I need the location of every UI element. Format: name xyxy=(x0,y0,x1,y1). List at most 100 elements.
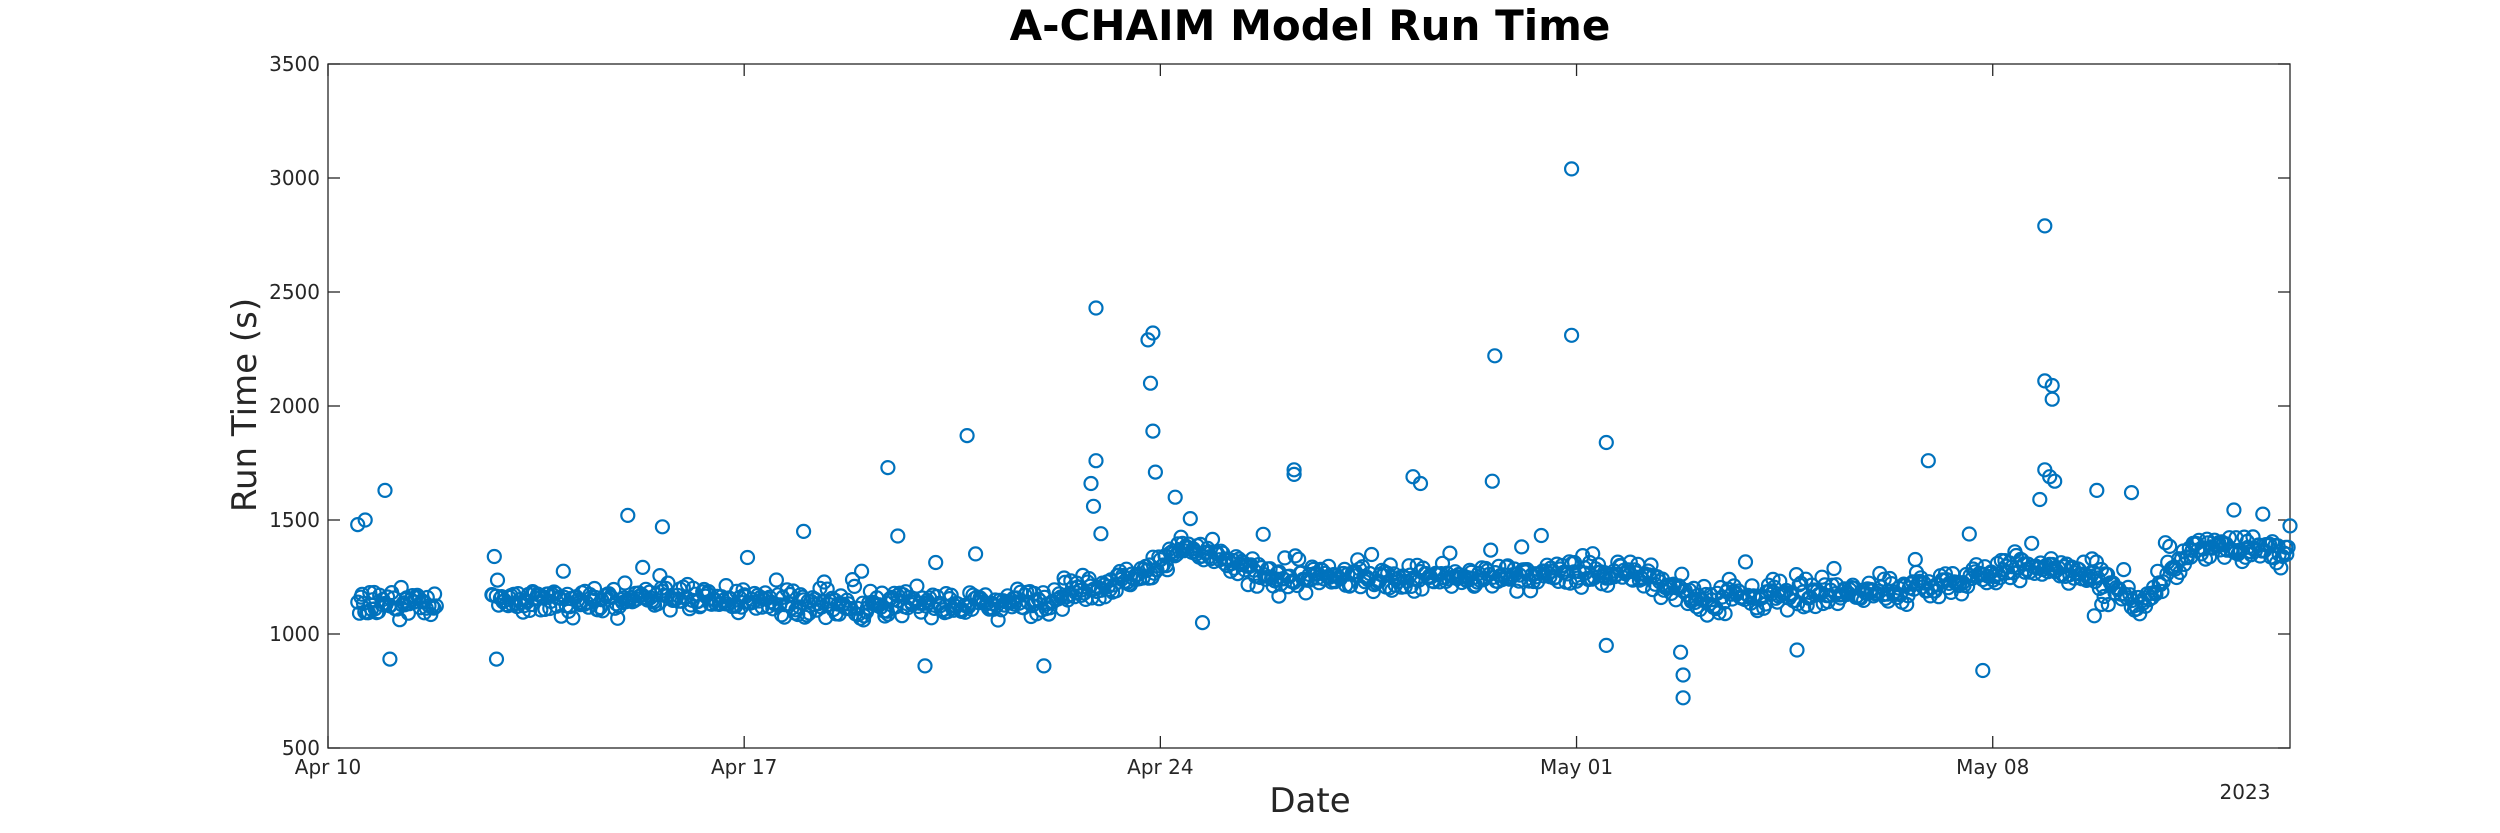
data-point xyxy=(768,572,785,588)
data-point xyxy=(844,571,861,588)
data-point xyxy=(1799,597,1815,613)
y-axis: 500 1000 1500 2000 2500 3000 3500 xyxy=(269,52,2290,760)
data-point xyxy=(2042,469,2058,485)
data-point xyxy=(2120,579,2136,596)
data-point xyxy=(1442,545,1458,561)
data-point xyxy=(411,589,427,606)
data-point xyxy=(1975,662,1991,679)
data-point xyxy=(2047,473,2063,489)
data-point xyxy=(1159,562,1176,578)
data-point xyxy=(428,598,444,614)
data-point xyxy=(1182,510,1198,527)
data-point xyxy=(1675,690,1691,706)
data-point xyxy=(2154,583,2170,600)
data-point xyxy=(1563,161,1580,177)
x-tick-label: Apr 10 xyxy=(295,755,361,779)
data-point xyxy=(1036,658,1052,674)
data-point xyxy=(2032,491,2048,508)
data-point xyxy=(1814,569,1830,585)
data-point xyxy=(2279,546,2295,562)
data-point xyxy=(1643,557,1659,573)
data-point xyxy=(1401,558,1417,574)
data-point xyxy=(486,548,502,565)
data-point xyxy=(606,581,622,598)
data-point xyxy=(2280,539,2296,555)
y-axis-label: Run Time (s) xyxy=(225,298,265,512)
data-point xyxy=(489,572,506,588)
data-point xyxy=(1083,475,1099,492)
data-point xyxy=(2100,596,2116,613)
data-point xyxy=(1145,423,1161,439)
y-tick-label: 2500 xyxy=(269,280,320,304)
data-point xyxy=(660,575,676,591)
data-point xyxy=(1737,554,1754,570)
data-point xyxy=(1167,489,1183,505)
data-point xyxy=(1533,527,1549,544)
data-point xyxy=(1826,560,1842,577)
data-point xyxy=(2123,485,2140,501)
data-point xyxy=(1088,300,1104,316)
data-point xyxy=(880,460,896,476)
data-point xyxy=(1937,566,1954,582)
data-point xyxy=(1765,571,1781,588)
data-point xyxy=(488,651,505,667)
data-point xyxy=(542,600,558,617)
data-point xyxy=(2155,574,2171,590)
data-point xyxy=(1412,475,1429,492)
data-point xyxy=(565,610,581,626)
data-point xyxy=(654,519,671,535)
data-point xyxy=(1789,642,1805,658)
data-point xyxy=(1920,453,1936,469)
y-tick-label: 2000 xyxy=(269,394,320,418)
data-point xyxy=(357,512,373,528)
data-point xyxy=(2094,596,2110,613)
data-point xyxy=(380,589,396,605)
chart-title: A-CHAIM Model Run Time xyxy=(1010,1,1611,50)
data-point xyxy=(1255,526,1271,542)
data-point xyxy=(890,528,906,544)
data-point xyxy=(1145,325,1161,341)
data-point xyxy=(797,609,813,625)
y-tick-label: 1000 xyxy=(269,622,320,646)
data-point xyxy=(816,574,832,590)
data-point xyxy=(635,559,651,576)
data-point xyxy=(1382,557,1398,573)
data-point xyxy=(1563,327,1580,343)
data-point xyxy=(1234,553,1250,569)
data-point xyxy=(1088,453,1104,469)
x-axis-year-label: 2023 xyxy=(2220,780,2271,804)
data-point xyxy=(1286,462,1302,478)
data-point xyxy=(1004,599,1020,615)
plot-area-border xyxy=(327,63,2291,749)
data-point xyxy=(2084,551,2100,567)
data-point xyxy=(2255,506,2271,522)
data-point xyxy=(1142,375,1159,391)
data-point xyxy=(1716,594,1732,611)
data-point xyxy=(917,658,933,674)
data-point xyxy=(2226,502,2242,518)
data-point xyxy=(377,482,393,498)
data-point xyxy=(959,428,975,444)
x-axis-label: Date xyxy=(1269,781,1350,821)
data-point xyxy=(426,600,442,616)
data-point xyxy=(362,584,378,601)
data-point xyxy=(1414,581,1430,597)
data-point xyxy=(652,567,668,584)
data-point xyxy=(909,578,925,594)
data-point xyxy=(620,507,636,524)
data-point xyxy=(1675,667,1691,683)
data-point xyxy=(2157,535,2173,551)
data-point xyxy=(2037,218,2053,234)
data-point xyxy=(2202,549,2218,565)
data-point xyxy=(1483,542,1499,558)
y-tick-label: 500 xyxy=(282,736,320,760)
data-point xyxy=(1287,548,1303,564)
data-point xyxy=(1102,581,1118,598)
data-point xyxy=(2044,391,2060,407)
data-point xyxy=(382,651,398,667)
data-point xyxy=(1959,578,1976,595)
data-point xyxy=(617,575,633,591)
data-point xyxy=(555,563,571,579)
y-tick-label: 1500 xyxy=(269,508,320,532)
